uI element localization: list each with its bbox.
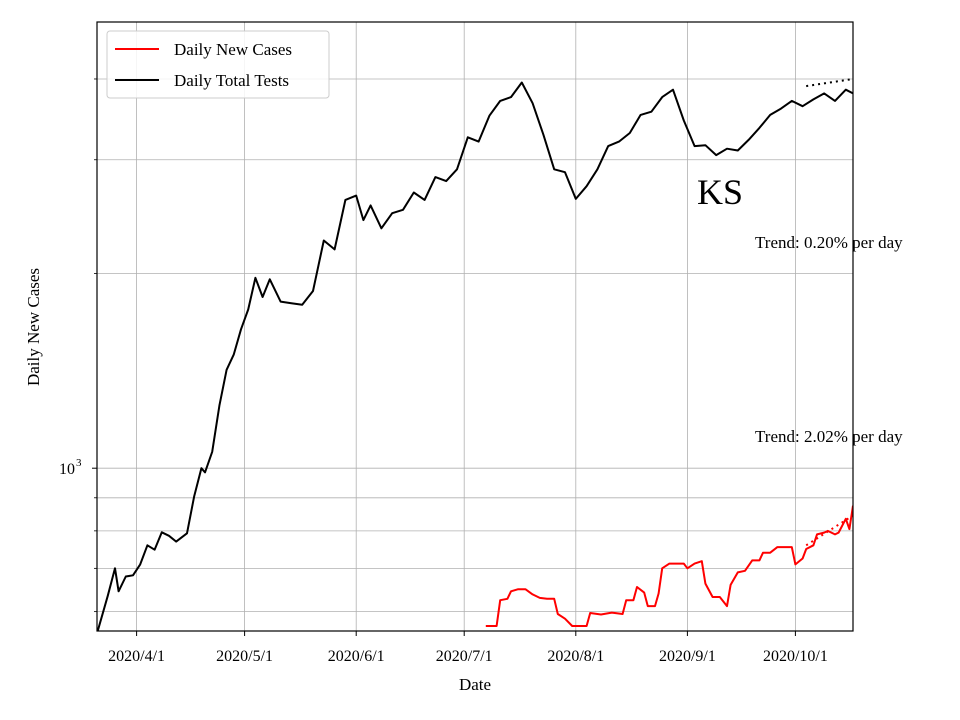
legend-label-daily-total-tests: Daily Total Tests: [174, 71, 289, 90]
x-tick-label: 2020/7/1: [436, 648, 493, 665]
y-tick-label: 10: [59, 461, 75, 478]
grid-layer: [97, 22, 853, 631]
x-tick-label: 2020/5/1: [216, 648, 273, 665]
x-tick-label: 2020/8/1: [547, 648, 604, 665]
x-tick-label: 2020/10/1: [763, 648, 828, 665]
trendline-daily-total-tests: [806, 78, 853, 88]
legend: Daily New Cases Daily Total Tests: [106, 30, 330, 99]
x-axis-label: Date: [459, 675, 491, 694]
legend-label-daily-new-cases: Daily New Cases: [174, 40, 292, 59]
x-tick-label: 2020/6/1: [328, 648, 385, 665]
series-layer: [97, 78, 853, 631]
series-line-daily-new-cases: [485, 505, 853, 627]
y-axis-label: Daily New Cases: [24, 268, 43, 386]
state-label: KS: [697, 172, 743, 212]
tick-layer: 2020/4/1 2020/5/1 2020/6/1 2020/7/1 2020/8/1…: [59, 78, 828, 665]
y-tick-label-exponent: 3: [76, 457, 82, 469]
plot-frame: [96, 21, 854, 632]
x-tick-label: 2020/4/1: [108, 648, 165, 665]
legend-box: [106, 30, 330, 99]
tests-trend-label: Trend: 0.20% per day: [755, 233, 903, 252]
series-line-daily-total-tests: [97, 81, 853, 631]
cases-trend-label: Trend: 2.02% per day: [755, 427, 903, 446]
x-tick-label: 2020/9/1: [659, 648, 716, 665]
